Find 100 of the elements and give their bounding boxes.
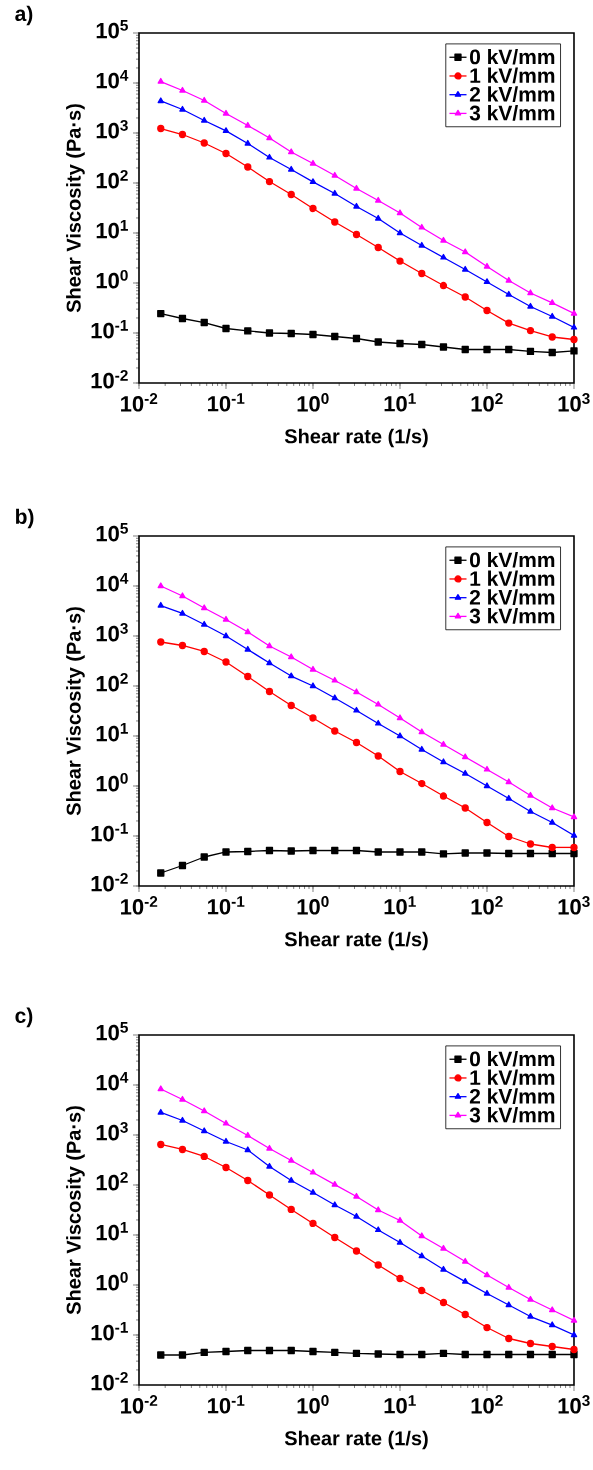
x-tick-label: 10$^{2}$ [471, 393, 503, 412]
legend-label: 1 kV/mm [470, 570, 555, 587]
point [200, 1152, 208, 1161]
x-tick-label: 10$^{3}$ [558, 393, 590, 412]
point [179, 592, 186, 599]
point [505, 778, 513, 785]
x-tick-label: 10$^{-2}$ [121, 393, 158, 412]
point [157, 309, 165, 318]
point [309, 1347, 317, 1356]
point [266, 1144, 273, 1151]
point [287, 847, 295, 855]
point [222, 1347, 230, 1356]
y-tick-label: 10$^{4}$ [96, 573, 129, 592]
y-tick-label: 10$^{-2}$ [91, 872, 128, 892]
point [374, 719, 382, 726]
legend-label: 3 kV/mm [469, 105, 555, 121]
point [439, 850, 448, 858]
point [396, 257, 404, 265]
y-tick-label: 10$^{2}$ [96, 169, 128, 189]
point [570, 309, 578, 316]
point [483, 1350, 491, 1359]
legend-label: 3 kV/mm [469, 608, 555, 624]
point [178, 641, 187, 650]
point [374, 700, 382, 707]
point [440, 1244, 447, 1251]
point [265, 1191, 274, 1199]
point [222, 615, 230, 622]
point [505, 290, 513, 297]
point [440, 1265, 447, 1272]
point [287, 329, 295, 338]
y-axis-title: Shear Viscosity (Pa·s) [66, 607, 85, 816]
point [461, 1257, 469, 1264]
point [548, 1321, 556, 1328]
point [527, 807, 534, 814]
point [157, 1108, 165, 1115]
point [157, 124, 165, 133]
legend-label: 0 kV/mm [470, 551, 555, 568]
point [244, 1176, 252, 1185]
x-tick-label: 10$^{2}$ [471, 1395, 503, 1414]
point [505, 1301, 513, 1308]
point [178, 1351, 187, 1359]
point [352, 334, 361, 343]
point [244, 139, 252, 146]
point [287, 165, 295, 172]
point [222, 848, 230, 856]
point [222, 324, 230, 333]
x-tick-label: 10$^{-2}$ [121, 1395, 158, 1414]
point [157, 1140, 165, 1149]
point [331, 1233, 339, 1242]
point [353, 202, 360, 209]
x-tick-label: 10$^{-1}$ [208, 896, 245, 915]
point [374, 196, 382, 203]
point [222, 149, 230, 158]
point [548, 843, 556, 852]
point [200, 139, 208, 147]
point [374, 752, 382, 760]
point [200, 1127, 208, 1134]
point [439, 792, 448, 800]
y-tick-label: 10$^{4}$ [96, 70, 129, 89]
point [418, 1350, 426, 1359]
point [483, 1323, 491, 1332]
point [287, 701, 295, 710]
point [200, 620, 208, 627]
point [483, 1271, 491, 1278]
point [527, 289, 534, 296]
point [548, 312, 556, 319]
point [440, 253, 447, 260]
point [287, 653, 295, 660]
point [179, 86, 186, 93]
chart-title: b) [16, 508, 34, 529]
point [526, 347, 535, 356]
point [200, 604, 208, 611]
point [266, 1162, 273, 1169]
point [505, 1334, 513, 1343]
point [331, 676, 339, 683]
x-tick-label: 10$^{1}$ [384, 1395, 416, 1414]
point [287, 190, 295, 199]
x-tick-label: 10$^{1}$ [384, 896, 416, 915]
point [396, 1350, 404, 1359]
point [461, 804, 469, 812]
point [374, 214, 382, 221]
point [548, 1350, 556, 1359]
point [309, 846, 317, 855]
y-tick-label: 10$^{1}$ [96, 220, 128, 239]
point [483, 1289, 491, 1296]
point [483, 306, 491, 315]
point [526, 849, 535, 858]
point [396, 1274, 404, 1283]
y-tick-label: 10$^{0}$ [96, 1271, 128, 1291]
point [244, 628, 252, 635]
point [527, 302, 534, 309]
point [548, 818, 556, 825]
point [461, 769, 469, 776]
point [352, 738, 361, 747]
point [331, 727, 339, 735]
point [396, 209, 404, 216]
point [178, 314, 187, 323]
y-tick-label: 10$^{2}$ [96, 1171, 128, 1191]
point [244, 121, 252, 128]
point [331, 694, 339, 701]
